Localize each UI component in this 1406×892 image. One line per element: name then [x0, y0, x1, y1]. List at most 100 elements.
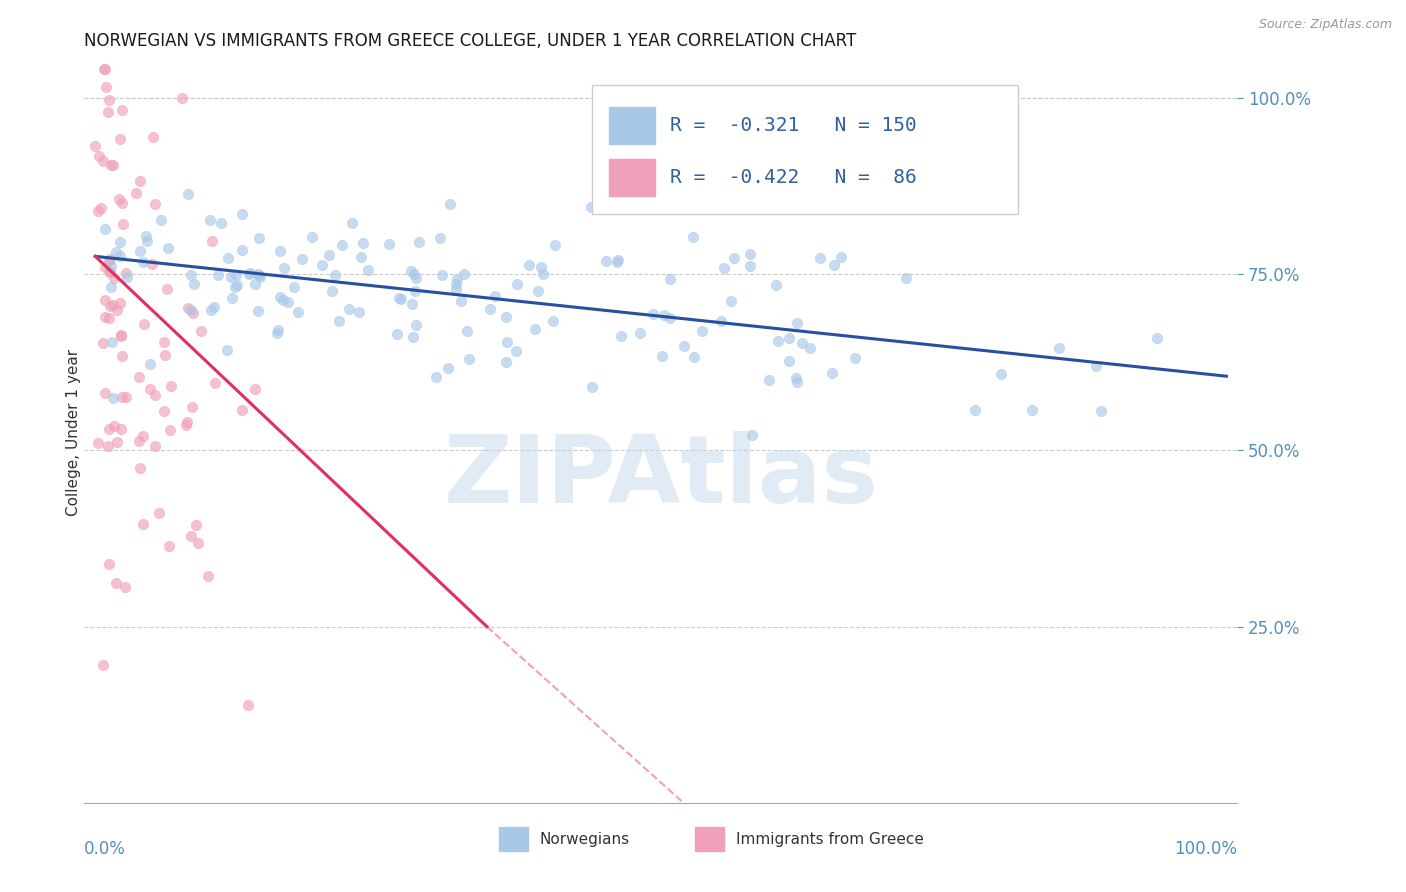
Point	[226, 278, 249, 293]
Point	[108, 249, 131, 263]
Point	[141, 257, 163, 271]
Point	[128, 174, 150, 188]
Point	[181, 306, 204, 320]
Point	[778, 331, 800, 345]
Point	[100, 260, 122, 274]
Point	[894, 271, 917, 285]
Point	[785, 371, 807, 385]
Point	[231, 402, 253, 417]
Point	[531, 267, 554, 281]
Point	[404, 267, 426, 281]
Point	[98, 265, 121, 279]
Point	[765, 277, 787, 292]
Bar	[499, 827, 529, 851]
Point	[543, 314, 565, 328]
Point	[135, 229, 157, 244]
Point	[247, 231, 270, 245]
Point	[153, 348, 176, 362]
Point	[100, 280, 122, 294]
Point	[148, 506, 170, 520]
Point	[444, 282, 467, 296]
Point	[115, 270, 138, 285]
Point	[108, 192, 131, 206]
Point	[217, 251, 239, 265]
Point	[225, 268, 247, 283]
Point	[243, 382, 266, 396]
Point	[136, 234, 159, 248]
Point	[159, 379, 181, 393]
Point	[197, 568, 219, 582]
Point	[236, 698, 259, 713]
Point	[105, 244, 128, 259]
Point	[606, 255, 628, 269]
Point	[405, 270, 427, 285]
Point	[990, 368, 1012, 382]
Point	[97, 254, 120, 268]
Point	[495, 335, 517, 350]
Y-axis label: College, Under 1 year: College, Under 1 year	[66, 349, 80, 516]
Point	[654, 308, 676, 322]
Point	[453, 267, 475, 281]
Point	[830, 251, 852, 265]
Point	[821, 367, 844, 381]
Point	[187, 535, 209, 549]
Point	[128, 370, 150, 384]
Bar	[696, 827, 724, 851]
Point	[180, 303, 202, 318]
Point	[266, 326, 288, 340]
Point	[519, 258, 541, 272]
Point	[198, 213, 221, 227]
Point	[332, 238, 354, 252]
Point	[132, 255, 155, 269]
Point	[176, 415, 198, 429]
Point	[245, 277, 267, 291]
Point	[180, 529, 202, 543]
Point	[247, 268, 270, 282]
Point	[93, 260, 115, 275]
Point	[844, 351, 866, 366]
Point	[269, 290, 291, 304]
Point	[311, 258, 333, 272]
Point	[157, 540, 180, 554]
Point	[710, 314, 733, 328]
Point	[110, 327, 132, 342]
Point	[283, 280, 305, 294]
Text: R =  -0.321   N = 150: R = -0.321 N = 150	[671, 116, 917, 135]
Point	[128, 460, 150, 475]
Point	[741, 428, 763, 442]
Point	[111, 196, 134, 211]
Point	[357, 263, 380, 277]
Point	[145, 197, 167, 211]
Point	[180, 268, 202, 282]
Text: Norwegians: Norwegians	[540, 831, 630, 847]
Point	[606, 253, 628, 268]
Point	[97, 422, 120, 436]
Point	[156, 240, 179, 254]
Point	[239, 266, 262, 280]
Point	[153, 403, 176, 417]
Point	[495, 310, 517, 324]
Point	[495, 354, 517, 368]
Point	[153, 335, 176, 350]
Point	[404, 285, 426, 299]
Point	[111, 349, 134, 363]
Point	[98, 265, 121, 279]
Point	[170, 91, 193, 105]
Point	[429, 231, 451, 245]
Point	[523, 322, 546, 336]
Bar	[609, 159, 655, 195]
Point	[219, 269, 242, 284]
Point	[108, 131, 131, 145]
Point	[738, 259, 761, 273]
Point	[301, 230, 323, 244]
Point	[323, 268, 346, 282]
Point	[190, 324, 212, 338]
Point	[378, 236, 401, 251]
Point	[110, 329, 132, 343]
Point	[177, 187, 200, 202]
Text: R =  -0.422   N =  86: R = -0.422 N = 86	[671, 168, 917, 186]
Point	[87, 436, 110, 450]
Point	[111, 217, 134, 231]
Point	[408, 235, 430, 249]
Point	[114, 580, 136, 594]
